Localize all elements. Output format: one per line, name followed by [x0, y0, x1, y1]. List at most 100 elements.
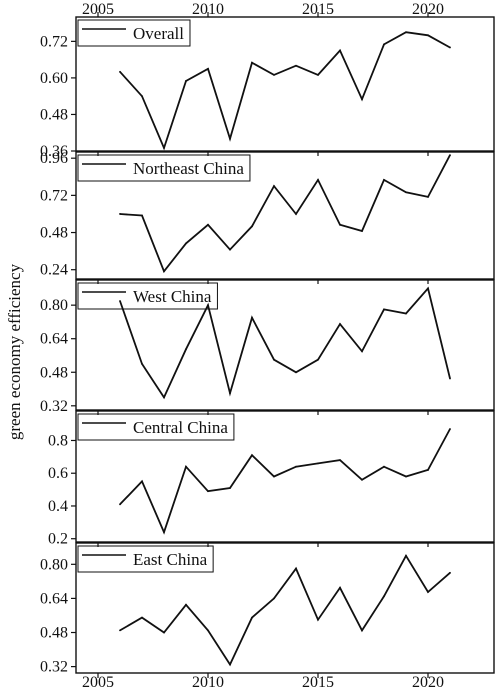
data-point: [295, 213, 297, 215]
y-tick-label: 0.60: [40, 70, 68, 87]
panel-frame: [75, 410, 495, 543]
data-point: [295, 567, 297, 570]
data-point: [317, 358, 319, 361]
legend-box: [77, 413, 235, 441]
data-point: [163, 396, 165, 399]
panel-2: 0.24 0.48 0.72 0.96 Northeast China: [40, 150, 495, 284]
data-point: [405, 191, 407, 194]
series-line: [119, 428, 451, 535]
data-point: [141, 362, 143, 365]
x-tick-label-bottom: 2010: [192, 674, 224, 689]
x-tick-label-bottom: 2020: [412, 674, 444, 689]
data-point: [405, 475, 407, 478]
legend-box: [77, 154, 251, 182]
data-point: [449, 46, 451, 49]
legend-label: East China: [133, 550, 208, 569]
y-tick-label: 0.80: [40, 297, 68, 314]
data-point: [163, 531, 165, 534]
panels: 0.36 0.48 0.60 0.72 Overall 0.24 0.48 0.72 0.96 N…: [40, 12, 495, 678]
data-point: [185, 80, 187, 82]
bottom-x-axis: 2005 2010 2015 2020: [82, 674, 444, 689]
data-point: [339, 223, 341, 226]
y-tick-label: 0.48: [40, 106, 68, 123]
legend-box: [77, 282, 218, 310]
y-tick-label: 0.32: [40, 398, 68, 415]
data-point: [449, 154, 451, 156]
y-tick-label: 0.8: [48, 432, 68, 449]
data-point: [339, 459, 341, 462]
data-point: [163, 270, 165, 273]
panel-frame: [75, 542, 495, 674]
data-point: [141, 214, 143, 217]
data-point: [119, 503, 121, 506]
panel-4: 0.2 0.4 0.6 0.8 Central China: [48, 410, 495, 548]
panel-frame: [75, 16, 495, 152]
data-point: [339, 586, 341, 589]
data-point: [119, 70, 121, 73]
data-point: [251, 225, 253, 228]
x-tick-label-bottom: 2005: [82, 674, 114, 689]
series-line: [119, 553, 451, 667]
data-point: [295, 465, 297, 468]
x-tick-label-bottom: 2015: [302, 674, 334, 689]
data-point: [339, 323, 341, 325]
x-tick-label-top: 2005: [82, 1, 114, 18]
data-point: [361, 230, 363, 232]
series-line: [119, 286, 451, 400]
data-point: [405, 312, 407, 315]
data-point: [207, 304, 209, 307]
panel-frame: [75, 151, 495, 280]
data-point: [339, 49, 341, 52]
data-point: [317, 618, 319, 621]
data-point: [119, 213, 121, 215]
data-point: [185, 465, 187, 468]
data-point: [251, 454, 253, 457]
data-point: [229, 248, 231, 251]
data-point: [273, 185, 275, 187]
y-tick-label: 0.80: [40, 556, 68, 573]
data-point: [383, 595, 385, 598]
y-tick-label: 0.96: [40, 150, 68, 167]
series-line: [119, 154, 451, 274]
y-tick-label: 0.48: [40, 225, 68, 242]
data-point: [383, 465, 385, 468]
data-point: [163, 147, 165, 149]
legend-box: [77, 19, 191, 47]
data-point: [251, 61, 253, 64]
y-tick-label: 0.32: [40, 659, 68, 676]
y-tick-label: 0.72: [40, 187, 68, 204]
data-point: [427, 196, 429, 198]
data-point: [273, 597, 275, 600]
data-point: [449, 571, 451, 574]
top-x-axis: 2005 2010 2015 2020: [82, 1, 444, 18]
x-tick-label-top: 2015: [302, 1, 334, 18]
data-point: [229, 137, 231, 140]
data-point: [119, 300, 121, 302]
data-point: [405, 554, 407, 557]
panel-frame: [75, 279, 495, 411]
data-point: [427, 591, 429, 593]
data-point: [361, 478, 363, 481]
series-line: [119, 31, 451, 151]
data-point: [295, 371, 297, 374]
legend-box: [77, 545, 214, 573]
panel-5: 0.32 0.48 0.64 0.80 East China: [40, 542, 495, 678]
data-point: [141, 480, 143, 483]
y-tick-label: 0.36: [40, 143, 68, 160]
x-tick-label-top: 2020: [412, 1, 444, 18]
data-point: [361, 350, 363, 353]
y-tick-label: 0.6: [48, 465, 68, 482]
data-point: [383, 43, 385, 46]
data-point: [207, 223, 209, 226]
y-tick-label: 0.64: [40, 331, 68, 348]
y-tick-label: 0.24: [40, 262, 68, 279]
data-point: [427, 287, 429, 290]
data-point: [273, 475, 275, 478]
data-point: [383, 308, 385, 311]
y-tick-label: 0.48: [40, 364, 68, 381]
data-point: [383, 178, 385, 181]
y-tick-label: 0.48: [40, 625, 68, 642]
data-point: [317, 73, 319, 76]
y-tick-label: 0.64: [40, 590, 68, 607]
